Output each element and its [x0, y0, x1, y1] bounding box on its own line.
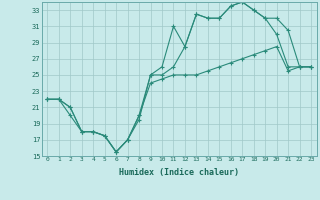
X-axis label: Humidex (Indice chaleur): Humidex (Indice chaleur): [119, 168, 239, 177]
